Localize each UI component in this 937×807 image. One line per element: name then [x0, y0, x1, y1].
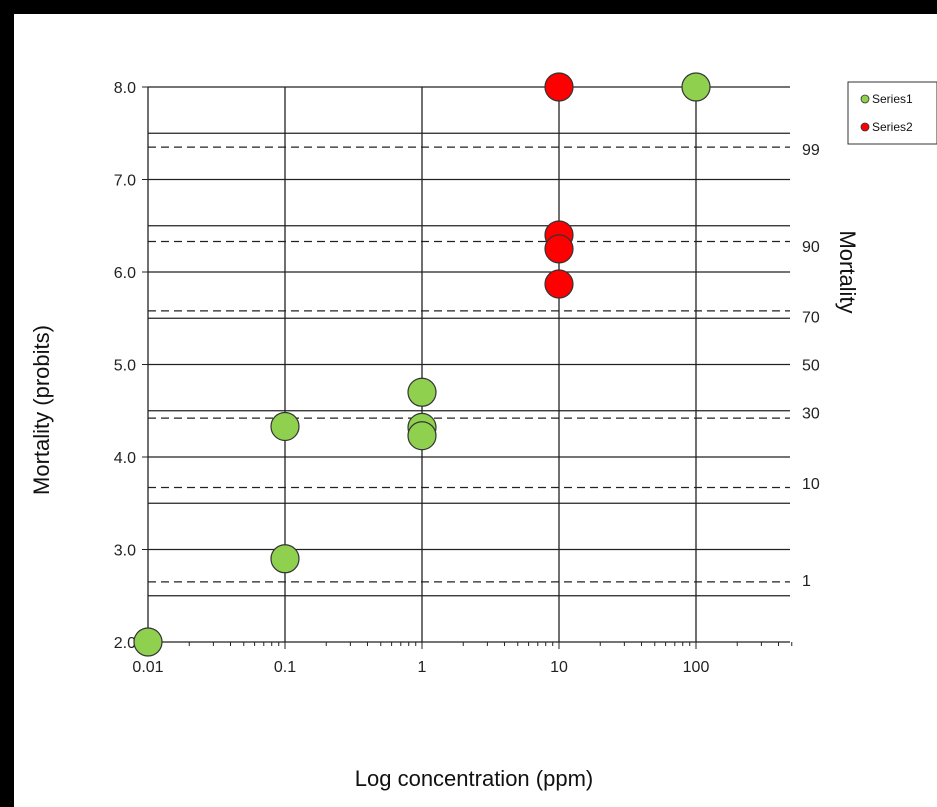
y-tick-label: 2.0: [114, 635, 136, 652]
y-tick-label: 5.0: [114, 358, 136, 375]
right-tick-label: 1: [802, 573, 811, 590]
data-point-series1: [270, 544, 300, 574]
data-point-series1: [407, 421, 437, 451]
x-tick-label: 100: [683, 659, 710, 676]
data-point-series2: [544, 72, 574, 102]
chart-area: 0.01 0.1 1 10 100 2.0 3.0 4.0 5.0 6.0 7.0 8.0 99 90 70…: [14, 14, 937, 807]
data-point-series1: [407, 377, 437, 407]
grid-layer: [147, 86, 790, 642]
data-point-series2: [544, 269, 574, 299]
right-tick-label: 10: [802, 476, 820, 493]
x-tick-label: 0.1: [274, 659, 296, 676]
right-tick-label: 50: [802, 358, 820, 375]
legend-label: Series1: [872, 92, 913, 106]
points-layer: [133, 72, 711, 657]
data-point-series1: [133, 627, 163, 657]
right-tick-label: 90: [802, 239, 820, 256]
right-axis-title: Mortality: [835, 230, 860, 313]
data-point-series1: [270, 411, 300, 442]
right-tick-label: 99: [802, 142, 820, 159]
x-tick-label: 10: [550, 659, 568, 676]
right-tick-label: 70: [802, 309, 820, 326]
legend-marker: [860, 122, 870, 132]
y-tick-label: 3.0: [114, 543, 136, 560]
y-axis-title: Mortality (probits): [29, 325, 54, 495]
y-tick-label: 4.0: [114, 450, 136, 467]
legend: Series1 Series2: [847, 81, 937, 145]
legend-box: [847, 81, 937, 145]
legend-marker: [860, 94, 870, 104]
x-tick-label: 1: [418, 659, 427, 676]
y-tick-label: 8.0: [114, 80, 136, 97]
x-axis-title: Log concentration (ppm): [355, 766, 593, 791]
y-tick-label: 7.0: [114, 173, 136, 190]
legend-label: Series2: [872, 120, 913, 134]
right-tick-label: 30: [802, 406, 820, 423]
data-point-series2: [544, 234, 574, 264]
data-point-series1: [681, 72, 711, 102]
y-tick-label: 6.0: [114, 265, 136, 282]
probit-scatter-chart: 0.01 0.1 1 10 100 2.0 3.0 4.0 5.0 6.0 7.0 8.0 99 90 70…: [29, 72, 937, 791]
x-tick-label: 0.01: [132, 659, 163, 676]
axis-layer: 0.01 0.1 1 10 100 2.0 3.0 4.0 5.0 6.0 7.0 8.0 99 90 70…: [114, 80, 820, 676]
